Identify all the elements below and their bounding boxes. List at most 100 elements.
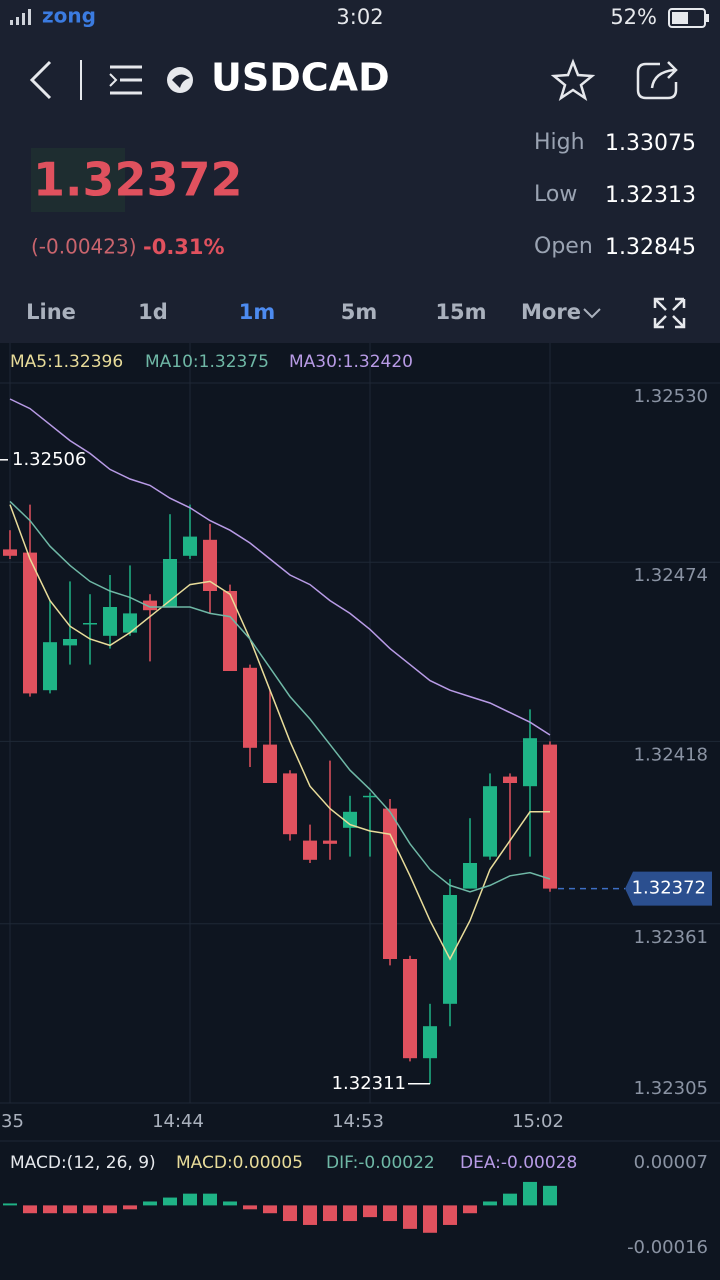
candle-body	[543, 744, 557, 889]
candle-body	[323, 840, 337, 844]
tab[interactable]: 15m	[435, 300, 486, 324]
legend-entry: MACD:0.00005	[176, 1153, 303, 1173]
macd-bar	[203, 1193, 217, 1206]
low-value: 1.32313	[605, 183, 696, 208]
x-tick-label: 15:02	[512, 1111, 564, 1132]
signal-icon	[10, 9, 31, 25]
x-tick-label: 14:35	[0, 1111, 24, 1132]
macd-bar	[443, 1205, 457, 1225]
y-tick-label: 1.32530	[634, 386, 708, 407]
y-tick-label: 1.32418	[634, 744, 708, 765]
macd-bar	[143, 1201, 157, 1206]
candle-body	[443, 895, 457, 1004]
macd-bar	[243, 1205, 257, 1210]
legend-entry: MA5:1.32396	[10, 352, 123, 372]
candle-body	[243, 667, 257, 748]
symbol: USDCAD	[211, 56, 390, 100]
y-tick-label: 1.32305	[634, 1078, 708, 1099]
macd-bar	[63, 1205, 77, 1214]
more-chevron	[583, 308, 601, 319]
candle-body	[123, 613, 137, 633]
candle-body	[143, 600, 157, 611]
macd-chart: -0.00016 0.00007 MACD:(12, 26, 9) MACD:0.00…	[3, 1152, 708, 1258]
tab-active[interactable]: 1m	[239, 300, 276, 324]
favorite-button[interactable]	[550, 58, 596, 101]
candle-body	[43, 642, 57, 691]
share-button[interactable]	[636, 61, 678, 100]
candle-body	[203, 539, 217, 591]
battery-level: 52%	[610, 5, 657, 29]
symbol-logo-mark	[172, 74, 190, 88]
price-chart: 14:35 14:44 14:53 15:02 1.32530 1.32474 1.3241…	[0, 343, 720, 1132]
candle-body	[223, 591, 237, 671]
tab[interactable]: 5m	[341, 300, 378, 324]
candle-body	[63, 639, 77, 646]
candle-body	[23, 552, 37, 694]
macd-bar	[503, 1193, 517, 1206]
candle-body	[263, 744, 277, 783]
macd-bar	[263, 1205, 277, 1214]
open-value: 1.32845	[605, 235, 696, 260]
moving-average	[9, 500, 551, 893]
candle-body	[483, 786, 497, 857]
low-marker-label: 1.32311	[332, 1073, 406, 1094]
y-tick-label: 1.32361	[634, 927, 708, 948]
legend-entry: MA30:1.32420	[289, 352, 413, 372]
candle-body	[423, 1026, 437, 1059]
candle-body	[183, 536, 197, 556]
candle-body	[163, 559, 177, 607]
tab[interactable]: Line	[26, 300, 76, 324]
tab-more[interactable]: More	[521, 300, 581, 324]
clock: 3:02	[336, 5, 383, 29]
last-price-badge	[625, 871, 712, 906]
macd-bar	[303, 1205, 317, 1225]
legend-entry: DIF:-0.00022	[326, 1153, 435, 1173]
fullscreen-button[interactable]	[653, 297, 686, 329]
candle-body	[503, 776, 517, 783]
candle-body	[463, 863, 477, 889]
macd-bar	[3, 1203, 17, 1206]
candle-body	[303, 840, 317, 860]
candle-body	[103, 607, 117, 636]
macd-bar	[463, 1205, 477, 1214]
macd-bar	[223, 1201, 237, 1206]
macd-bar	[183, 1193, 197, 1206]
macd-bar	[123, 1205, 137, 1210]
y-tick-label: 1.32474	[634, 565, 708, 586]
price-flash	[31, 148, 125, 212]
last-price: 1.32372	[33, 153, 243, 207]
low-label: Low	[534, 182, 577, 207]
macd-bar	[83, 1205, 97, 1214]
legend-entry: MA10:1.32375	[145, 352, 269, 372]
macd-bar	[543, 1185, 557, 1206]
high-label: High	[534, 130, 585, 155]
tab[interactable]: 1d	[138, 300, 168, 324]
macd-bar	[323, 1205, 337, 1222]
back-button[interactable]	[29, 60, 52, 100]
macd-bar	[523, 1181, 537, 1206]
menu-button[interactable]	[109, 65, 142, 95]
high-marker-label: 1.32506	[12, 449, 86, 470]
last-price-label: 1.32372	[632, 878, 706, 899]
moving-average	[9, 398, 551, 736]
open-label: Open	[534, 234, 593, 259]
candle-body	[343, 811, 357, 828]
macd-bar	[403, 1205, 417, 1229]
moving-average	[9, 504, 550, 961]
candle-body	[383, 808, 397, 959]
macd-title: MACD:(12, 26, 9)	[10, 1153, 156, 1173]
macd-bar	[43, 1205, 57, 1214]
x-tick-label: 14:53	[332, 1111, 384, 1132]
candle-body	[523, 738, 537, 787]
y-tick-label: 0.00007	[634, 1152, 708, 1173]
candle-body	[283, 773, 297, 835]
candle-body	[363, 795, 377, 798]
price-change-pct: -0.31%	[143, 235, 225, 259]
macd-bar	[483, 1201, 497, 1206]
candle-body	[403, 959, 417, 1059]
high-value: 1.33075	[605, 131, 696, 156]
macd-bar	[23, 1205, 37, 1214]
candle-body	[3, 549, 17, 556]
